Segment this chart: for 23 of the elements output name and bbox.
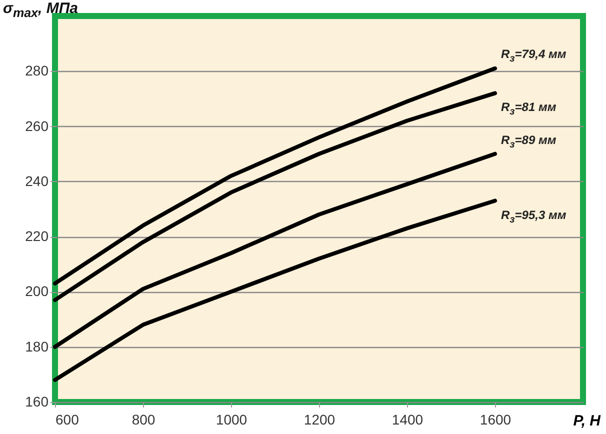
y-tick-label: 280: [25, 62, 49, 79]
y-axis-title: σ$_{max}$, МПа: [3, 0, 78, 22]
series-label: R$_{з}$=89 мм: [501, 132, 556, 152]
line-series: [53, 91, 497, 302]
x-tick-label: 800: [132, 412, 156, 428]
x-tick-label: 1400: [392, 412, 424, 428]
x-tick-label: 1200: [304, 412, 336, 428]
line-series: [53, 66, 497, 286]
y-tick-label: 260: [25, 118, 49, 134]
series-label: R$_{з}$=95,3 мм: [501, 208, 566, 228]
y-tick-label: 220: [25, 228, 49, 244]
y-tick-label: 200: [25, 283, 49, 300]
y-tick-label: 180: [25, 338, 49, 354]
line-series: [53, 198, 497, 382]
y-tick-label: 160: [25, 394, 49, 410]
series-label: R$_{з}$=79,4 мм: [501, 47, 566, 67]
x-tick-label: 600: [56, 412, 80, 428]
x-tick-label: 1600: [480, 412, 512, 428]
x-axis-title: P, Н: [573, 412, 602, 430]
line-series: [53, 152, 497, 349]
y-tick-label: 240: [25, 172, 49, 189]
x-tick-label: 1000: [216, 412, 248, 428]
series-label: R$_{з}$=81 мм: [501, 100, 556, 120]
